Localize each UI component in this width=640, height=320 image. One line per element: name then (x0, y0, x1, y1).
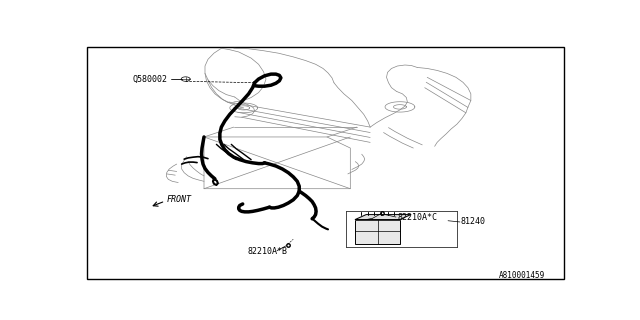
Text: 81240: 81240 (461, 218, 486, 227)
Text: Q580002: Q580002 (132, 75, 167, 84)
Polygon shape (355, 215, 411, 220)
Text: FRONT: FRONT (167, 195, 192, 204)
Text: 82210A*C: 82210A*C (397, 212, 438, 221)
Text: 82210A*B: 82210A*B (247, 247, 287, 256)
Text: A810001459: A810001459 (499, 271, 545, 280)
Bar (355, 220, 400, 244)
